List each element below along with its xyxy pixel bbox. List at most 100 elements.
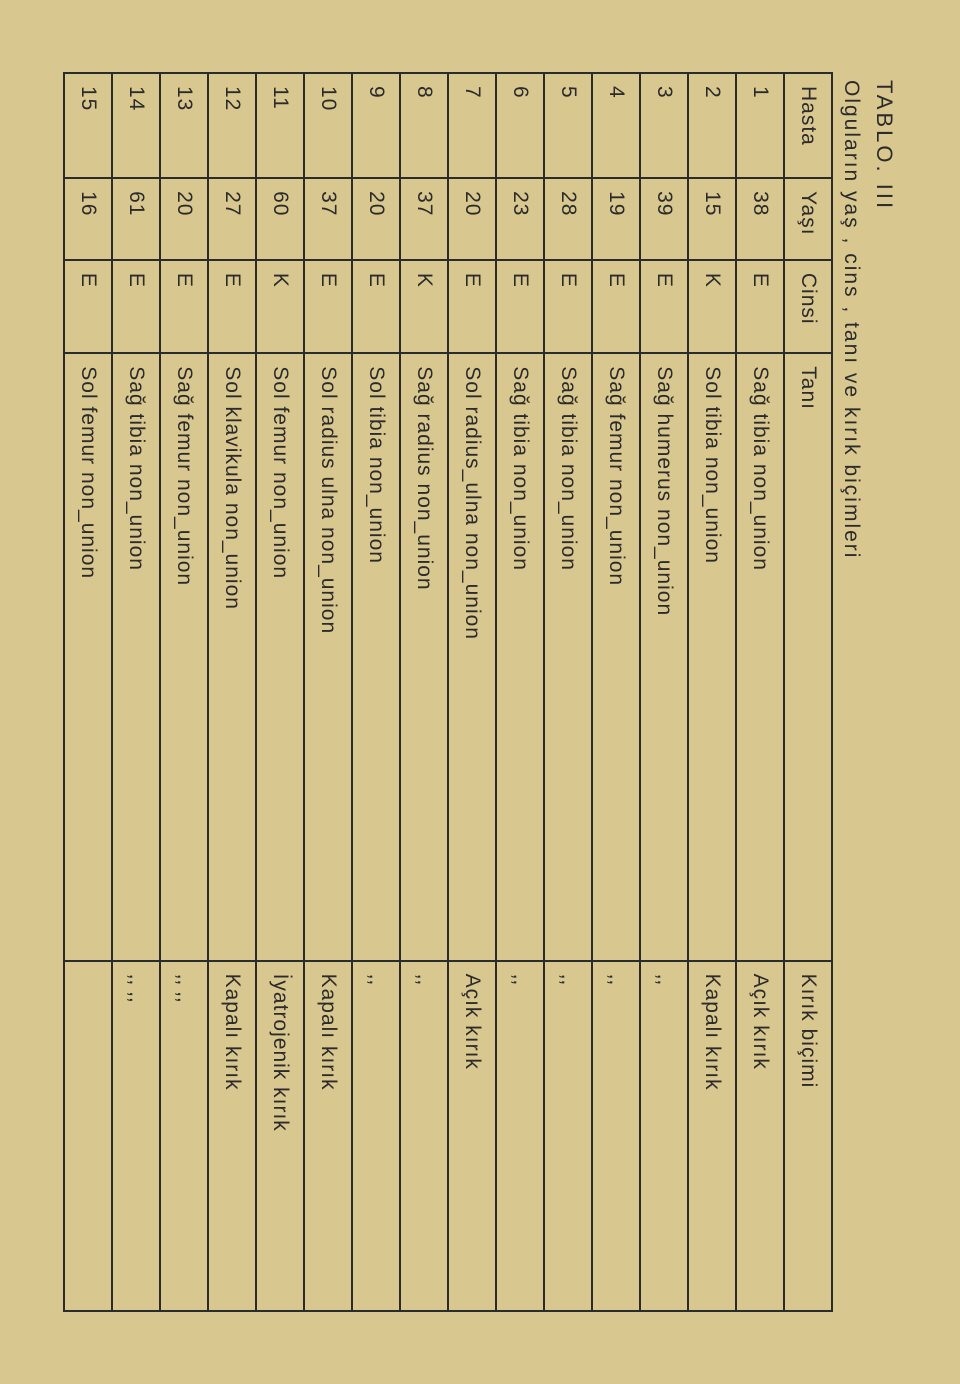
table-row: 2 15 K Sol tibia non_union Kapalı kırık	[688, 73, 736, 1311]
table-row: 7 20 E Sol radius_ulna non_union Açık kı…	[448, 73, 496, 1311]
cell-yasi: 20	[352, 178, 400, 260]
cell-yasi: 15	[688, 178, 736, 260]
cell-cinsi: E	[352, 260, 400, 353]
col-yasi: Yaşı	[784, 178, 832, 260]
data-table: Hasta Yaşı Cinsi Tanı Kırık biçimi 1 38 …	[63, 72, 833, 1312]
cell-hasta: 2	[688, 73, 736, 178]
cell-yasi: 37	[304, 178, 352, 260]
table-row: 12 27 E Sol klavikula non_union Kapalı k…	[208, 73, 256, 1311]
cell-tani: Sol radius ulna non_union	[304, 353, 352, 960]
cell-tani: Sağ tibia non_union	[496, 353, 544, 960]
table-body: 1 38 E Sağ tibia non_union Açık kırık 2 …	[64, 73, 784, 1311]
cell-cinsi: E	[160, 260, 208, 353]
cell-kirik: ,,	[400, 961, 448, 1311]
table-row: 3 39 E Sağ humerus non_union ,,	[640, 73, 688, 1311]
table-header-row: Hasta Yaşı Cinsi Tanı Kırık biçimi	[784, 73, 832, 1311]
cell-kirik: Kapalı kırık	[208, 961, 256, 1311]
cell-tani: Sağ radius non_union	[400, 353, 448, 960]
col-tani: Tanı	[784, 353, 832, 960]
table-row: 11 60 K Sol femur non_union İyatrojenik …	[256, 73, 304, 1311]
table-row: 13 20 E Sağ femur non_union ,, ,,	[160, 73, 208, 1311]
cell-hasta: 10	[304, 73, 352, 178]
col-kirik: Kırık biçimi	[784, 961, 832, 1311]
cell-kirik: ,,	[544, 961, 592, 1311]
cell-kirik	[64, 961, 112, 1311]
cell-hasta: 8	[400, 73, 448, 178]
cell-kirik: İyatrojenik kırık	[256, 961, 304, 1311]
table-subtitle: Olguların yaş , cins , tanı ve kırık biç…	[839, 80, 863, 1312]
cell-yasi: 16	[64, 178, 112, 260]
table-row: 8 37 K Sağ radius non_union ,,	[400, 73, 448, 1311]
cell-kirik: Kapalı kırık	[304, 961, 352, 1311]
cell-tani: Sağ tibia non_union	[544, 353, 592, 960]
col-hasta: Hasta	[784, 73, 832, 178]
table-number: TABLO. III	[871, 80, 897, 1312]
cell-hasta: 13	[160, 73, 208, 178]
cell-kirik: Kapalı kırık	[688, 961, 736, 1311]
cell-cinsi: K	[400, 260, 448, 353]
cell-hasta: 1	[736, 73, 784, 178]
cell-hasta: 9	[352, 73, 400, 178]
table-row: 1 38 E Sağ tibia non_union Açık kırık	[736, 73, 784, 1311]
cell-cinsi: E	[208, 260, 256, 353]
cell-yasi: 37	[400, 178, 448, 260]
cell-kirik: Açık kırık	[736, 961, 784, 1311]
cell-hasta: 5	[544, 73, 592, 178]
rotated-content: TABLO. III Olguların yaş , cins , tanı v…	[63, 72, 897, 1312]
cell-hasta: 12	[208, 73, 256, 178]
cell-kirik: ,,	[592, 961, 640, 1311]
cell-yasi: 27	[208, 178, 256, 260]
cell-hasta: 11	[256, 73, 304, 178]
cell-yasi: 61	[112, 178, 160, 260]
cell-kirik: ,, ,,	[160, 961, 208, 1311]
cell-yasi: 20	[448, 178, 496, 260]
cell-tani: Sağ femur non_union	[160, 353, 208, 960]
table-row: 15 16 E Sol femur non_union	[64, 73, 112, 1311]
page: TABLO. III Olguların yaş , cins , tanı v…	[0, 0, 960, 1384]
cell-kirik: ,,	[640, 961, 688, 1311]
cell-yasi: 39	[640, 178, 688, 260]
cell-tani: Sağ humerus non_union	[640, 353, 688, 960]
cell-cinsi: K	[688, 260, 736, 353]
cell-kirik: ,, ,,	[112, 961, 160, 1311]
cell-hasta: 4	[592, 73, 640, 178]
cell-tani: Sağ tibia non_union	[112, 353, 160, 960]
cell-yasi: 38	[736, 178, 784, 260]
cell-kirik: Açık kırık	[448, 961, 496, 1311]
title-block: TABLO. III Olguların yaş , cins , tanı v…	[839, 80, 897, 1312]
cell-cinsi: E	[736, 260, 784, 353]
table-row: 14 61 E Sağ tibia non_union ,, ,,	[112, 73, 160, 1311]
cell-yasi: 19	[592, 178, 640, 260]
cell-yasi: 60	[256, 178, 304, 260]
table-row: 9 20 E Sol tibia non_union ,,	[352, 73, 400, 1311]
cell-kirik: ,,	[496, 961, 544, 1311]
cell-hasta: 6	[496, 73, 544, 178]
col-cinsi: Cinsi	[784, 260, 832, 353]
cell-tani: Sağ tibia non_union	[736, 353, 784, 960]
cell-cinsi: K	[256, 260, 304, 353]
cell-cinsi: E	[112, 260, 160, 353]
cell-yasi: 28	[544, 178, 592, 260]
cell-hasta: 3	[640, 73, 688, 178]
cell-cinsi: E	[64, 260, 112, 353]
table-row: 5 28 E Sağ tibia non_union ,,	[544, 73, 592, 1311]
cell-hasta: 15	[64, 73, 112, 178]
cell-cinsi: E	[640, 260, 688, 353]
cell-hasta: 14	[112, 73, 160, 178]
cell-tani: Sol radius_ulna non_union	[448, 353, 496, 960]
cell-cinsi: E	[304, 260, 352, 353]
cell-tani: Sol tibia non_union	[352, 353, 400, 960]
cell-hasta: 7	[448, 73, 496, 178]
cell-yasi: 20	[160, 178, 208, 260]
cell-cinsi: E	[544, 260, 592, 353]
cell-tani: Sol femur non_union	[64, 353, 112, 960]
cell-cinsi: E	[448, 260, 496, 353]
table-row: 10 37 E Sol radius ulna non_union Kapalı…	[304, 73, 352, 1311]
table-row: 4 19 E Sağ femur non_union ,,	[592, 73, 640, 1311]
cell-tani: Sol tibia non_union	[688, 353, 736, 960]
cell-cinsi: E	[496, 260, 544, 353]
cell-kirik: ,,	[352, 961, 400, 1311]
cell-tani: Sağ femur non_union	[592, 353, 640, 960]
cell-cinsi: E	[592, 260, 640, 353]
cell-tani: Sol klavikula non_union	[208, 353, 256, 960]
